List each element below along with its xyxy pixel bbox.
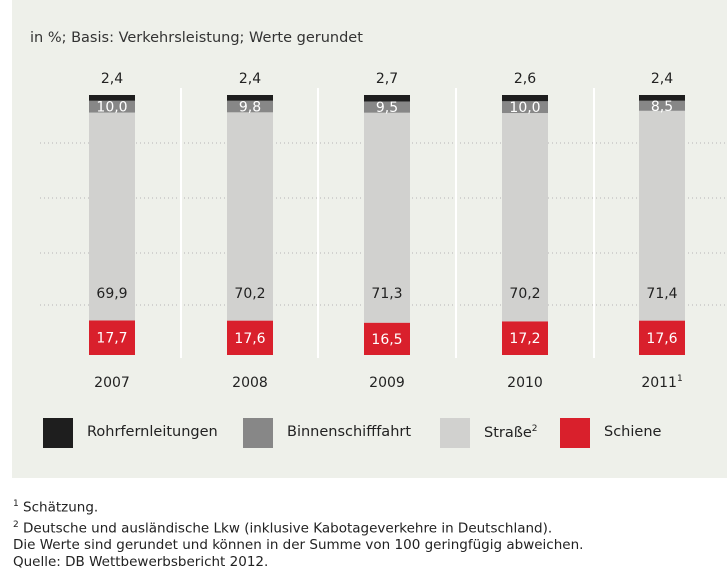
footnote: Quelle: DB Wettbewerbsbericht 2012. bbox=[13, 554, 269, 570]
legend-swatch-schiene bbox=[560, 418, 590, 448]
bar-segment-schiene bbox=[89, 320, 135, 355]
data-label-binnenschifffahrt: 10,0 bbox=[509, 100, 540, 116]
footnote: 1 Schätzung. bbox=[13, 499, 99, 516]
bar-segment-rohrfernleitungen bbox=[364, 95, 410, 102]
data-label-schiene: 16,5 bbox=[371, 332, 402, 348]
legend-swatch-rohrfernleitungen bbox=[43, 418, 73, 448]
legend-label-binnenschifffahrt: Binnenschifffahrt bbox=[287, 424, 412, 440]
footnotes: 1 Schätzung. 2 Deutsche und ausländische… bbox=[13, 496, 583, 571]
bar-segment-strasse bbox=[227, 112, 273, 321]
bar-segment-binnenschifffahrt bbox=[502, 101, 548, 114]
data-label-rohrfernleitungen: 2,4 bbox=[651, 71, 673, 87]
x-tick-label: 2010 bbox=[507, 375, 543, 391]
bar-segment-binnenschifffahrt bbox=[364, 101, 410, 113]
bar-segment-strasse bbox=[364, 112, 410, 323]
bar-segment-rohrfernleitungen bbox=[227, 95, 273, 101]
legend-label-rohrfernleitungen: Rohrfernleitungen bbox=[87, 424, 218, 440]
footnote: Die Werte sind gerundet und können in de… bbox=[13, 537, 584, 553]
bar-segment-schiene bbox=[227, 320, 273, 355]
data-label-schiene: 17,6 bbox=[234, 331, 265, 347]
legend-swatch-binnenschifffahrt bbox=[243, 418, 273, 448]
chart-subtitle: in %; Basis: Verkehrsleistung; Werte ger… bbox=[30, 30, 363, 46]
data-label-schiene: 17,2 bbox=[509, 331, 540, 347]
bar-segment-binnenschifffahrt bbox=[227, 100, 273, 113]
bar-segment-strasse bbox=[502, 113, 548, 322]
bar-segment-schiene bbox=[639, 320, 685, 355]
data-label-schiene: 17,6 bbox=[646, 331, 677, 347]
x-tick-label: 2009 bbox=[369, 375, 405, 391]
data-label-rohrfernleitungen: 2,6 bbox=[514, 71, 536, 87]
bar-segment-rohrfernleitungen bbox=[502, 95, 548, 102]
legend-label-schiene: Schiene bbox=[604, 424, 662, 440]
bar-segment-rohrfernleitungen bbox=[89, 95, 135, 101]
x-tick-label: 2007 bbox=[94, 375, 130, 391]
data-label-rohrfernleitungen: 2,7 bbox=[376, 71, 398, 87]
data-label-binnenschifffahrt: 10,0 bbox=[96, 100, 127, 116]
stacked-bar-chart: 2,4 10,0 69,9 17,7 2007 2,4 9,8 70,2 17,6 2008 2,7… bbox=[40, 71, 727, 391]
bar-segment-strasse bbox=[639, 110, 685, 321]
data-label-strasse: 70,2 bbox=[234, 286, 265, 302]
data-label-binnenschifffahrt: 9,8 bbox=[239, 100, 261, 116]
footnote: 2 Deutsche und ausländische Lkw (inklusi… bbox=[13, 519, 553, 537]
legend-swatch-strasse bbox=[440, 418, 470, 448]
bar-segment-binnenschifffahrt bbox=[89, 100, 135, 113]
bar-segment-rohrfernleitungen bbox=[639, 95, 685, 101]
x-tick-label: 2008 bbox=[232, 375, 268, 391]
data-label-strasse: 71,3 bbox=[371, 286, 402, 302]
data-label-rohrfernleitungen: 2,4 bbox=[101, 71, 123, 87]
bar-segment-binnenschifffahrt bbox=[639, 100, 685, 111]
data-label-binnenschifffahrt: 8,5 bbox=[651, 99, 673, 115]
data-label-strasse: 70,2 bbox=[509, 286, 540, 302]
bar-segment-strasse bbox=[89, 112, 135, 321]
legend-label-strasse: Straße2 bbox=[484, 424, 538, 441]
bar-segment-schiene bbox=[364, 322, 410, 355]
data-label-strasse: 69,9 bbox=[96, 286, 127, 302]
data-label-strasse: 71,4 bbox=[646, 286, 677, 302]
x-tick-label: 20111 bbox=[641, 374, 682, 391]
data-label-rohrfernleitungen: 2,4 bbox=[239, 71, 261, 87]
data-label-binnenschifffahrt: 9,5 bbox=[376, 100, 398, 116]
bar-segment-schiene bbox=[502, 321, 548, 355]
data-label-schiene: 17,7 bbox=[96, 331, 127, 347]
